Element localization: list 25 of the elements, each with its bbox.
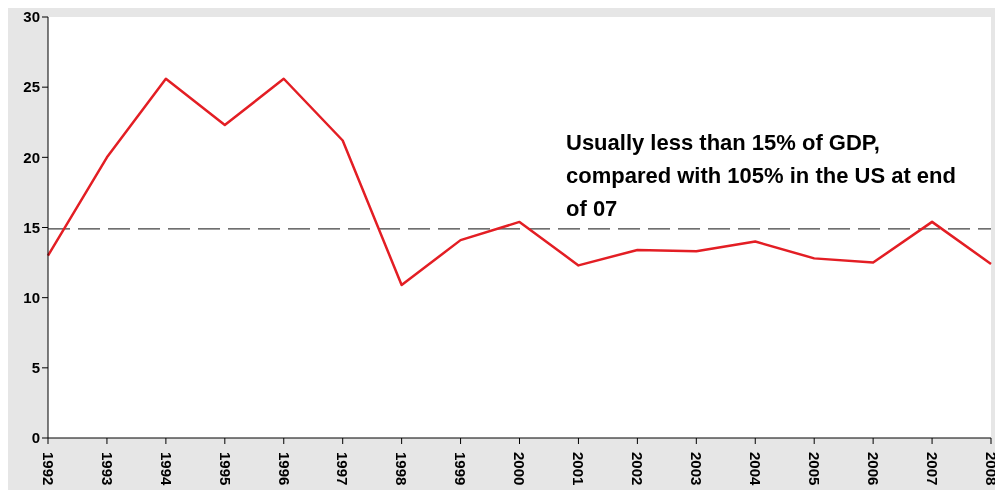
y-tick-label: 5: [31, 359, 40, 377]
annotation: Usually less than 15% of GDP, compared with 105% in the US at end of 07: [566, 129, 957, 223]
x-tick-label: 2007: [923, 452, 941, 486]
x-tick-label: 1995: [216, 452, 234, 486]
y-tick-label: 25: [23, 78, 40, 96]
x-tick-label: 2003: [688, 452, 706, 486]
x-tick-label: 1992: [39, 452, 57, 486]
line-series: [46, 77, 993, 287]
y-tick-label: 0: [31, 429, 40, 447]
x-tick-label: 2001: [570, 452, 588, 486]
x-tick-label: 1997: [334, 452, 352, 486]
y-tick-label: 10: [23, 288, 40, 306]
x-tick-label: 1996: [275, 452, 293, 486]
y-tick-label: 30: [23, 8, 40, 26]
y-tick-label: 15: [23, 218, 40, 236]
x-tick-label: 2006: [864, 452, 882, 486]
y-tick-label: 20: [23, 148, 40, 166]
x-tick-label: 2000: [511, 452, 529, 486]
x-tick-label: 1994: [157, 452, 175, 487]
x-tick-label: 2004: [747, 452, 764, 487]
x-tick-label: 1999: [452, 452, 470, 486]
x-tick-label: 2002: [629, 452, 647, 486]
x-tick-label: 2005: [805, 452, 823, 486]
x-tick-label: 1998: [393, 452, 411, 486]
x-tick-label: 1993: [98, 452, 116, 486]
